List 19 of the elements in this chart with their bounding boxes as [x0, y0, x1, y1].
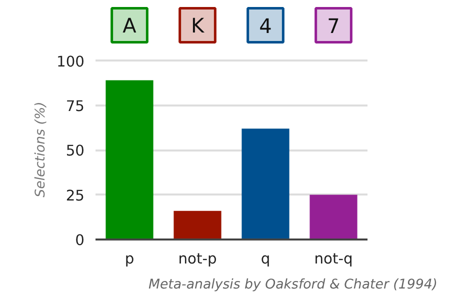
- y-tick-label: 100: [56, 54, 85, 70]
- bar: [242, 128, 290, 240]
- text: 7: [327, 14, 340, 38]
- x-tick-label: p: [124, 250, 134, 268]
- text: K: [190, 13, 205, 38]
- text: Meta-analysis by Oaksford & Chater (1994): [148, 278, 438, 292]
- bar: [310, 194, 358, 240]
- y-tick-label: 75: [66, 98, 85, 115]
- y-tick-label: 25: [66, 187, 85, 204]
- y-tick-label: 50: [66, 142, 85, 160]
- y-tick-label: 0: [75, 232, 85, 249]
- y-axis-title: Selections (%): [34, 102, 49, 198]
- x-tick-label: not-q: [314, 250, 353, 268]
- x-tick-label: q: [260, 250, 270, 268]
- bar: [106, 80, 154, 240]
- text: 4: [259, 14, 272, 38]
- text: A: [122, 13, 137, 38]
- bar: [174, 210, 222, 240]
- x-tick-label: not-p: [178, 250, 217, 268]
